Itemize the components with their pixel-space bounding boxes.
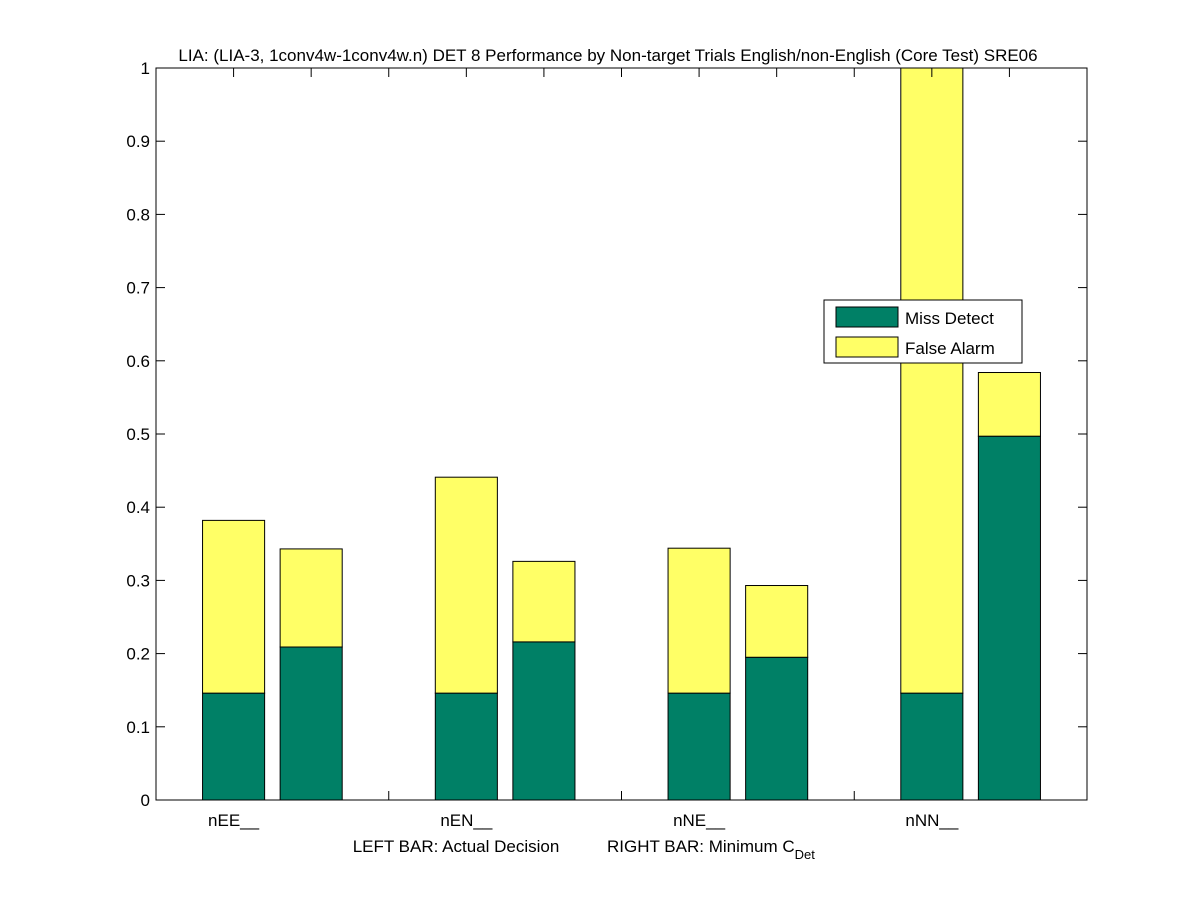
- bar-false-alarm-nNE-actual: [667, 547, 731, 694]
- x-category-label: nEN__: [440, 811, 493, 830]
- y-tick-label: 0.4: [126, 498, 150, 517]
- x-label-right: RIGHT BAR: Minimum CDet: [607, 837, 815, 862]
- y-tick-label: 0.5: [126, 425, 150, 444]
- y-tick-labels: 0 0.1 0.2 0.3 0.4 0.5 0.6 0.7 0.8 0.9 1: [126, 59, 150, 810]
- bar-miss-detect-nNN-actual: [900, 692, 964, 801]
- y-tick-label: 0.1: [126, 718, 150, 737]
- bar-false-alarm-nNN-actual: [900, 67, 964, 694]
- bar-false-alarm-nNN-min: [977, 372, 1041, 437]
- y-tick-label: 0: [141, 791, 150, 810]
- y-tick-label: 0.8: [126, 205, 150, 224]
- x-label-right-main: RIGHT BAR: Minimum C: [607, 837, 795, 856]
- y-tick-label: 0.6: [126, 352, 150, 371]
- bar-false-alarm-nNE-min: [745, 585, 809, 658]
- x-category-label: nEE__: [208, 811, 260, 830]
- bar-miss-detect-nNE-actual: [667, 692, 731, 801]
- x-category-label: nNE__: [673, 811, 726, 830]
- y-tick-label: 1: [141, 59, 150, 78]
- bar-miss-detect-nNE-min: [745, 656, 809, 801]
- legend-label-miss-detect: Miss Detect: [905, 309, 994, 328]
- y-tick-label: 0.3: [126, 571, 150, 590]
- chart-title: LIA: (LIA-3, 1conv4w-1conv4w.n) DET 8 Pe…: [178, 46, 1037, 65]
- legend-label-false-alarm: False Alarm: [905, 339, 995, 358]
- y-tick-label: 0.9: [126, 132, 150, 151]
- bars-group: [202, 67, 1041, 801]
- legend-swatch-miss-detect: [835, 306, 899, 328]
- ticks-group: [156, 67, 1087, 801]
- bar-false-alarm-nEN-min: [512, 560, 576, 643]
- y-tick-label: 0.7: [126, 279, 150, 298]
- x-label-left: LEFT BAR: Actual Decision: [353, 837, 560, 856]
- bar-miss-detect-nEE-actual: [202, 692, 266, 801]
- bar-false-alarm-nEE-min: [279, 548, 343, 648]
- x-label-right-subscript: Det: [795, 847, 816, 862]
- legend-swatch-false-alarm: [835, 336, 899, 358]
- bar-miss-detect-nEN-actual: [434, 692, 498, 801]
- legend: Miss Detect False Alarm: [823, 299, 1023, 364]
- bar-false-alarm-nEE-actual: [202, 519, 266, 694]
- y-tick-label: 0.2: [126, 645, 150, 664]
- bar-miss-detect-nEN-min: [512, 641, 576, 801]
- x-category-label: nNN__: [905, 811, 958, 830]
- bar-false-alarm-nEN-actual: [434, 476, 498, 694]
- bar-miss-detect-nEE-min: [279, 646, 343, 801]
- bar-miss-detect-nNN-min: [977, 435, 1041, 801]
- x-tick-labels: nEE__ nEN__ nNE__ nNN__: [208, 811, 959, 830]
